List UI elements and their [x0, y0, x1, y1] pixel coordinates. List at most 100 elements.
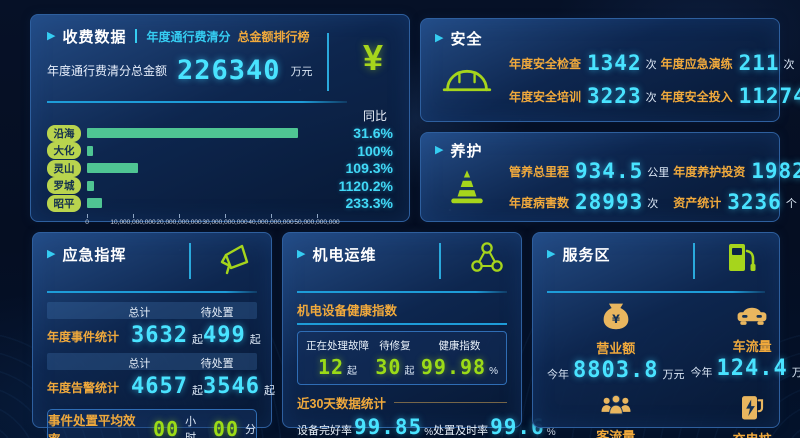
stat-label: 待修复	[379, 340, 411, 352]
hours-unit: 小时	[185, 416, 197, 438]
health-stat: 健康指数 99.98 %	[421, 338, 498, 377]
bar-segment	[87, 198, 102, 208]
panel-marker-icon: ▶	[435, 31, 444, 44]
molecule-icon	[467, 239, 507, 284]
header-vertical-divider	[439, 243, 441, 279]
header-divider	[297, 291, 507, 293]
safety-stat: 年度安全培训 3223 次	[509, 86, 657, 107]
metric-prefix: 今年	[547, 369, 569, 381]
efficiency-label: 事件处置平均效率	[48, 414, 136, 438]
currency-yen-icon: ¥	[362, 37, 383, 78]
stat-value: 3223	[587, 84, 642, 108]
metric-unit: 万元	[662, 369, 685, 381]
column-header-strip: 总计 待处置	[47, 302, 257, 319]
emergency-row: 年度事件统计 3632 起 499 起	[47, 323, 261, 348]
service-metric: 车流量 今年 124.4 万辆	[690, 301, 800, 382]
stat-label: 资产统计	[673, 196, 722, 210]
stats-row: 设备完好率 99.85 % 处置及时率 99.6 %	[297, 417, 556, 438]
toll-subtitle-primary: 年度通行费清分	[146, 29, 231, 44]
maintenance-panel: ▶ 养护 管养总里程 934.5 公里 年度养护投资	[420, 132, 800, 222]
stat-unit: 次	[645, 58, 657, 71]
pending-column-header: 待处置	[200, 307, 234, 319]
chart-row: 昭平 233.3%	[47, 194, 393, 212]
x-tick-label: 40,000,000,000	[248, 218, 294, 226]
metric-unit: 万辆	[791, 367, 800, 379]
service-metric: 客流量 今年 147.6 万人	[547, 392, 684, 438]
service-area-panel: ▶ 服务区 ¥ 营业额 今年	[532, 232, 800, 438]
x-tick-label: 30,000,000,000	[202, 218, 248, 226]
emergency-row: 年度告警统计 4657 起 3546 起	[47, 374, 275, 399]
stat-value: 11274	[738, 84, 800, 108]
stat-unit: 次	[645, 91, 657, 104]
maintenance-stat: 资产统计 3236 个	[673, 192, 800, 213]
maintenance-panel-title: 养护	[450, 142, 483, 160]
service-metric: ¥ 营业额 今年 8803.8 万元	[547, 301, 684, 382]
megaphone-icon	[215, 239, 255, 284]
stat-unit: %	[489, 366, 498, 377]
money-bag-icon: ¥	[600, 303, 632, 335]
bar-segment	[87, 128, 298, 138]
efficiency-minutes: 00	[212, 417, 239, 438]
stat-label: 年度病害数	[509, 196, 570, 210]
row-label: 年度告警统计	[47, 380, 120, 395]
chart-row: 灵山 109.3%	[47, 159, 393, 177]
total-column-header: 总计	[128, 307, 151, 319]
stat-label: 年度养护投资	[673, 165, 746, 179]
stat-unit: 次	[647, 197, 659, 210]
header-vertical-divider	[189, 243, 191, 279]
yoy-value: 109.3%	[345, 160, 393, 176]
emergency-command-panel: ▶ 应急指挥 总计 待处置 年度事件统计 3632 起 499 起 总计 待处置	[32, 232, 275, 438]
column-header-strip: 总计 待处置	[47, 353, 257, 370]
stat-label: 年度安全培训	[509, 90, 582, 104]
section-header: 近30天数据统计	[297, 393, 507, 412]
charger-icon	[737, 396, 767, 426]
stat-value: 934.5	[575, 159, 644, 183]
maintenance-stat: 年度养护投资 1982.2 万元	[673, 161, 800, 182]
panel-marker-icon: ▶	[435, 143, 444, 156]
stat-unit: 次	[783, 58, 795, 71]
header-vertical-divider	[327, 33, 329, 91]
header-vertical-divider	[693, 243, 695, 279]
stat-value: 28993	[575, 190, 644, 214]
toll-panel-title: 收费数据	[62, 28, 127, 46]
chart-row: 大化 100%	[47, 142, 393, 159]
helmet-icon	[435, 60, 499, 100]
region-pill: 罗城	[47, 177, 81, 194]
total-value: 4657	[131, 374, 188, 399]
unit: 起	[191, 385, 203, 397]
section-divider	[297, 323, 507, 325]
stat-value: 3236	[727, 190, 782, 214]
yoy-value: 31.6%	[353, 125, 393, 141]
car-icon	[734, 307, 770, 333]
toll-total-unit: 万元	[290, 65, 313, 78]
unit: 起	[263, 385, 275, 397]
stat-label: 年度安全投入	[660, 90, 733, 104]
stat-label: 处置及时率	[433, 425, 489, 437]
mech-operations-panel: ▶ 机电运维 机电设备健康指数 正在处理故障 12 起 待修复	[282, 232, 556, 438]
region-pill: 大化	[47, 142, 81, 159]
stat-label: 管养总里程	[509, 165, 570, 179]
yoy-value: 1120.2%	[338, 177, 394, 194]
minutes-unit: 分	[245, 424, 256, 436]
svg-text:¥: ¥	[612, 312, 620, 326]
total-value: 3632	[131, 323, 188, 348]
safety-stat: 年度安全检查 1342 次	[509, 53, 657, 74]
chart-row: 罗城 1120.2%	[47, 177, 394, 194]
maintenance-stat: 年度病害数 28993 次	[509, 192, 669, 213]
unit: 起	[249, 334, 261, 346]
yoy-value: 233.3%	[345, 195, 393, 211]
region-pill: 灵山	[47, 159, 81, 177]
bar-segment	[87, 145, 94, 156]
visitors-icon	[599, 394, 633, 423]
metric-label: 充电桩	[690, 429, 800, 438]
efficiency-hours: 00	[153, 417, 180, 438]
panel-marker-icon: ▶	[297, 247, 306, 260]
stat-value: 1342	[587, 51, 642, 75]
x-axis: 0 10,000,000,000 20,000,000,000 30,000,0…	[47, 213, 393, 228]
maintenance-stat: 管养总里程 934.5 公里	[509, 161, 669, 182]
title-separator	[135, 29, 138, 43]
header-divider	[47, 101, 347, 103]
stat-value: 30	[375, 355, 402, 379]
metric-label: 营业额	[596, 341, 636, 356]
